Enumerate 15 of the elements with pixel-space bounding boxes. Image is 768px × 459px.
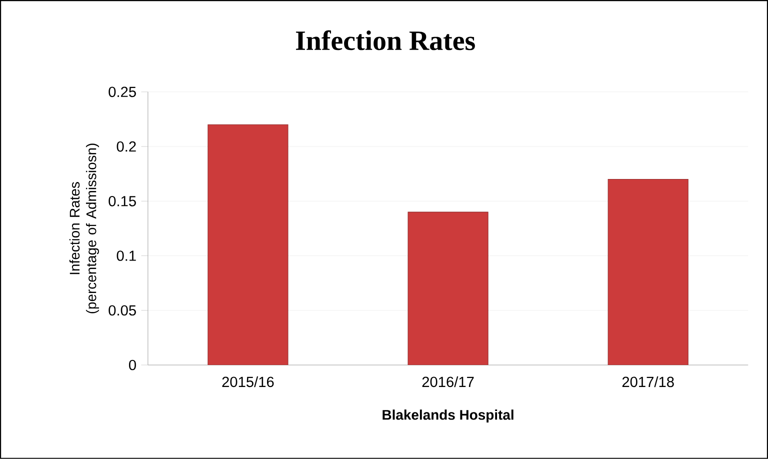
- y-axis-title: Infection Rates (percentage of Admissiosn): [69, 144, 99, 314]
- bar: [608, 179, 688, 366]
- bar: [208, 124, 288, 366]
- y-tick-label: 0: [128, 360, 136, 370]
- y-tick-label: 0.15: [108, 196, 136, 206]
- x-tick-label: 2017/18: [622, 376, 674, 388]
- y-tick-label: 0.05: [108, 305, 136, 316]
- y-tick-label: 0.25: [108, 86, 136, 98]
- bar: [408, 212, 488, 366]
- x-tick-label: 2016/17: [422, 376, 474, 388]
- y-tick-label: 0.2: [116, 141, 136, 152]
- x-axis-title: Blakelands Hospital: [382, 410, 514, 423]
- x-tick-label: 2015/16: [222, 376, 274, 388]
- chart-title: Infection Rates: [296, 30, 475, 50]
- y-tick-label: 0.1: [116, 250, 136, 261]
